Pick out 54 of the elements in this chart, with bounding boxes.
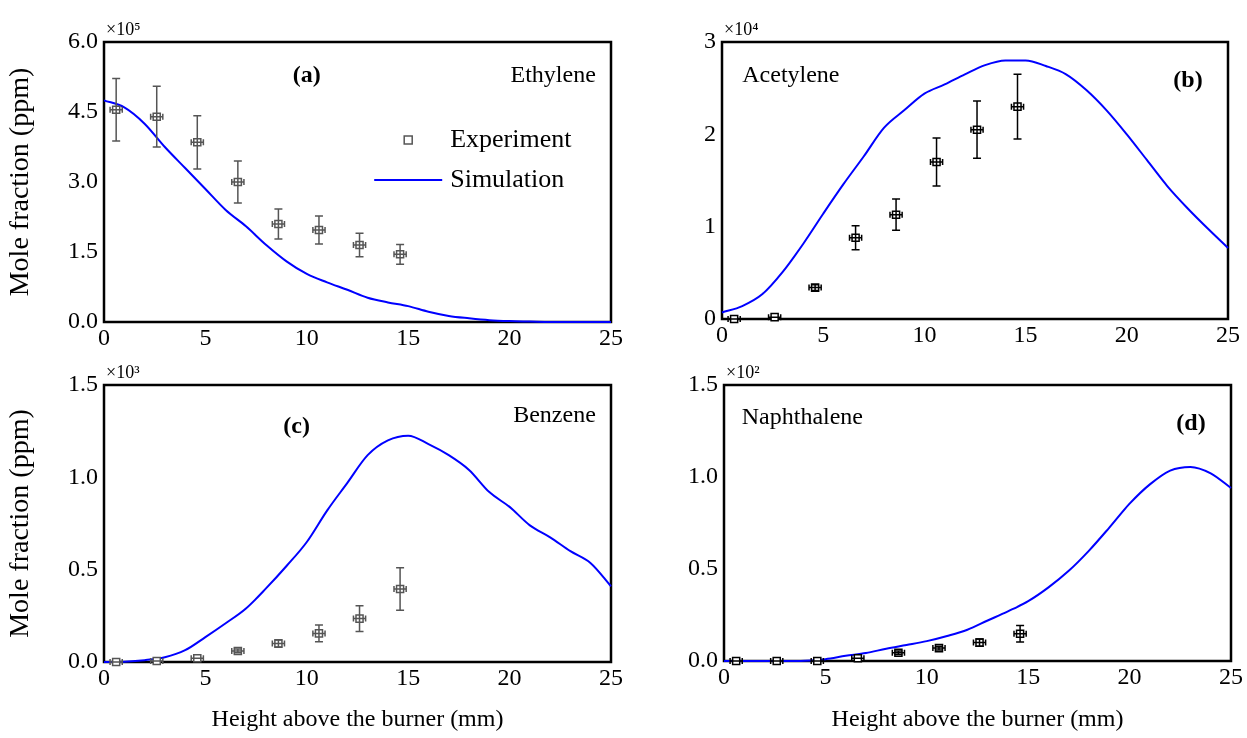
- annotation: Ethylene: [510, 60, 596, 87]
- x-axis-title: Height above the burner (mm): [211, 704, 504, 731]
- x-tick-label: 25: [599, 663, 623, 690]
- y-tick-label: 0.0: [68, 307, 98, 334]
- legend-label: Simulation: [450, 163, 565, 193]
- x-tick-label: 5: [199, 323, 212, 350]
- y-tick-label: 1.0: [688, 462, 718, 489]
- y-tick-label: 0.5: [68, 554, 98, 581]
- x-tick-label: 15: [1016, 662, 1041, 689]
- x-tick-label: 15: [1013, 320, 1038, 347]
- x-tick-label: 10: [912, 320, 937, 347]
- x-tick-label: 10: [294, 323, 319, 350]
- y-tick-label: 1.5: [68, 370, 98, 397]
- y-tick-label: 3.0: [68, 167, 98, 194]
- x-tick-label: 25: [599, 323, 623, 350]
- y-tick-label: 1.5: [68, 237, 98, 264]
- x-tick-label: 20: [497, 323, 522, 350]
- y-tick-label: 0.0: [688, 646, 718, 673]
- y-axis-title: Mole fraction (ppm): [3, 67, 35, 297]
- annotation: (a): [292, 60, 321, 87]
- x-axis-title: Height above the burner (mm): [831, 704, 1124, 731]
- x-tick-label: 20: [1114, 320, 1139, 347]
- x-tick-label: 5: [199, 663, 212, 690]
- annotation: (b): [1173, 65, 1203, 92]
- y-tick-label: 0.5: [688, 554, 718, 581]
- y-tick-label: 1: [704, 211, 716, 238]
- y-tick-label: 1.0: [68, 462, 98, 489]
- legend-label: Experiment: [450, 123, 573, 153]
- x-tick-label: 15: [396, 323, 421, 350]
- x-tick-label: 5: [817, 320, 830, 347]
- annotation: (c): [283, 411, 310, 438]
- text: ×10⁴: [724, 18, 759, 39]
- y-tick-label: 2: [704, 119, 716, 146]
- annotation: Benzene: [513, 400, 596, 427]
- text: ×10⁵: [106, 18, 141, 39]
- y-tick-label: 3: [704, 27, 716, 54]
- x-tick-label: 5: [819, 662, 832, 689]
- x-tick-label: 25: [1216, 320, 1240, 347]
- x-tick-label: 20: [1117, 662, 1142, 689]
- annotation: Naphthalene: [741, 403, 864, 430]
- y-tick-label: 0.0: [68, 647, 98, 674]
- x-tick-label: 15: [396, 663, 421, 690]
- x-tick-label: 10: [914, 662, 939, 689]
- x-tick-label: 25: [1219, 662, 1243, 689]
- y-tick-label: 4.5: [68, 97, 98, 124]
- x-tick-label: 10: [294, 663, 319, 690]
- annotation: Acetylene: [742, 60, 840, 87]
- x-tick-label: 20: [497, 663, 522, 690]
- text: ×10³: [106, 361, 141, 382]
- y-tick-label: 6.0: [68, 27, 98, 54]
- y-tick-label: 1.5: [688, 370, 718, 397]
- text: ×10²: [726, 361, 760, 382]
- y-axis-title: Mole fraction (ppm): [3, 409, 35, 638]
- annotation: (d): [1176, 408, 1206, 435]
